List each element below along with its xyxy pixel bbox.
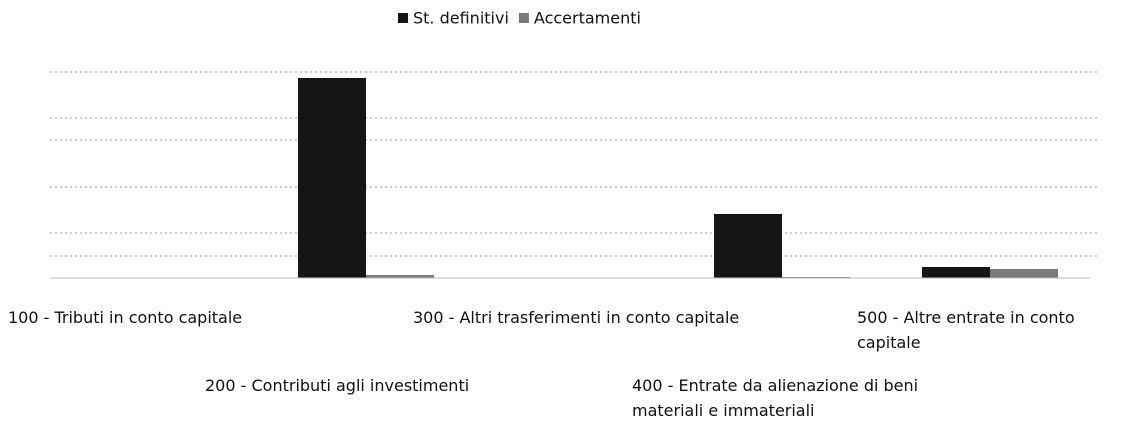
legend-label: Accertamenti — [534, 9, 641, 28]
bar — [922, 267, 990, 278]
grid — [50, 71, 1100, 257]
legend-swatch — [398, 13, 408, 23]
x-tick-label: 400 - Entrate da alienazione di beni mat… — [632, 376, 919, 420]
bar — [714, 214, 782, 278]
x-tick-label: 100 - Tributi in conto capitale — [8, 308, 243, 327]
x-tick-label: 300 - Altri trasferimenti in conto capit… — [413, 308, 740, 327]
bar — [366, 275, 434, 278]
legend-swatch — [518, 13, 529, 23]
x-tick-label: 500 - Altre entrate in conto capitale — [857, 308, 1075, 352]
bar — [298, 78, 366, 278]
x-tick-label: 200 - Contributi agli investimenti — [205, 376, 470, 395]
bar — [990, 269, 1058, 278]
legend-label: St. definitivi — [413, 9, 509, 28]
